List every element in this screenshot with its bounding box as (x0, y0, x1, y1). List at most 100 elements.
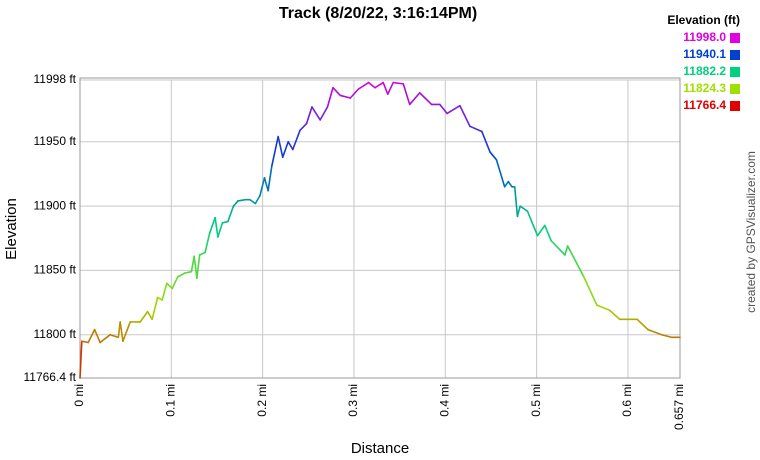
line-segment (469, 125, 483, 133)
line-segment (198, 251, 206, 256)
legend-swatch (730, 33, 740, 43)
line-segment (99, 333, 111, 344)
line-segment (392, 81, 405, 85)
line-segment (349, 88, 360, 99)
line-segment (536, 224, 546, 237)
y-tick-label: 11800 ft (34, 327, 77, 341)
line-segment (176, 272, 186, 278)
line-segment (311, 106, 321, 121)
line-segment (151, 296, 159, 321)
line-segment (227, 205, 235, 223)
line-segment (564, 245, 569, 256)
line-segment (263, 176, 269, 192)
line-segment (93, 328, 101, 344)
line-segment (339, 94, 352, 99)
line-segment (408, 92, 421, 106)
line-segment (550, 240, 566, 256)
line-segment (382, 81, 389, 95)
x-axis-label: Distance (351, 440, 409, 457)
line-segment (418, 92, 433, 106)
line-segment (367, 81, 376, 89)
legend-label: 11940.1 (683, 47, 726, 61)
legend-swatch (730, 101, 740, 111)
x-tick-label: 0.2 mi (255, 384, 269, 417)
line-segment (237, 198, 247, 202)
x-tick-label: 0.4 mi (437, 384, 451, 417)
line-segment (270, 135, 279, 168)
line-segment (326, 86, 334, 108)
x-tick-label: 0.6 mi (620, 384, 634, 417)
y-tick-label: 11850 ft (34, 263, 77, 277)
line-segment (221, 220, 229, 224)
line-segment (109, 333, 120, 339)
line-segment (582, 274, 598, 306)
line-segment (299, 122, 308, 131)
y-tick-label: 11998 ft (34, 72, 77, 86)
line-segment (647, 328, 663, 336)
x-tick-label: 0.3 mi (346, 384, 360, 417)
y-tick-label: 11766.4 ft (24, 370, 77, 384)
line-segment (357, 81, 370, 90)
x-tick-label: 0 mi (72, 384, 86, 407)
line-segment (507, 180, 513, 188)
line-segment (232, 200, 239, 207)
line-segment (526, 210, 539, 237)
y-axis-label: Elevation (3, 198, 20, 260)
line-segment (305, 106, 313, 125)
line-segment (249, 198, 257, 205)
legend-label: 11882.2 (683, 64, 726, 78)
line-segment (254, 195, 261, 205)
line-segment (171, 276, 179, 290)
line-segment (319, 106, 329, 121)
line-segment (204, 232, 211, 254)
legend-title: Elevation (ft) (667, 13, 740, 27)
plot-border (79, 77, 681, 379)
legend-swatch (730, 50, 740, 60)
x-tick-label: 0.1 mi (163, 384, 177, 417)
line-segment (519, 205, 529, 213)
legend-label: 11824.3 (683, 81, 726, 95)
line-segment (332, 86, 342, 97)
line-segment (481, 130, 491, 153)
line-segment (446, 104, 461, 115)
legend-label: 11766.4 (683, 98, 726, 112)
line-segment (208, 216, 216, 234)
chart-title: Track (8/20/22, 3:16:14PM) (279, 5, 477, 22)
line-segment (165, 282, 174, 290)
line-segment (184, 270, 193, 274)
line-segment (439, 103, 448, 115)
line-segment (495, 158, 506, 188)
line-segment (196, 254, 201, 279)
line-segment (287, 140, 294, 151)
line-segment (214, 216, 219, 238)
line-segment (513, 185, 519, 218)
line-segment (660, 333, 673, 339)
line-segment (291, 129, 301, 151)
line-segment (81, 340, 90, 344)
line-segment (489, 151, 498, 161)
line-segment (217, 222, 224, 238)
line-segment (267, 165, 273, 192)
credit: created by GPSVisualizer.com (744, 151, 758, 313)
line-segment (281, 140, 290, 159)
y-tick-label: 11900 ft (34, 198, 77, 212)
line-segment (193, 255, 198, 279)
line-segment (608, 309, 621, 321)
y-tick-label: 11950 ft (34, 134, 77, 148)
line-segment (146, 310, 153, 321)
legend-swatch (730, 84, 740, 94)
line-segment (277, 135, 284, 159)
line-segment (161, 282, 168, 301)
line-segment (459, 104, 471, 128)
line-segment (596, 304, 611, 312)
line-segment (503, 180, 510, 188)
line-segment (259, 176, 266, 197)
line-segment (87, 328, 96, 344)
line-segment (119, 321, 124, 343)
line-segment (566, 245, 584, 277)
line-segment (79, 340, 83, 379)
line-segment (156, 296, 163, 301)
line-segment (386, 81, 395, 95)
line-segment (402, 83, 411, 106)
x-tick-label: 0.657 mi (672, 384, 686, 430)
